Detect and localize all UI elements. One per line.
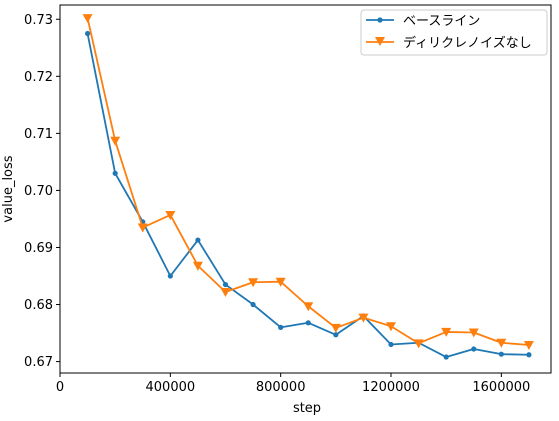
data-point	[222, 281, 229, 288]
y-tick-label: 0.72	[24, 70, 53, 85]
data-point	[278, 324, 284, 330]
data-point	[167, 273, 173, 279]
legend-label-baseline: ベースライン	[403, 14, 480, 29]
data-point	[137, 223, 148, 233]
x-axis-label: step	[293, 401, 321, 416]
data-point	[443, 354, 449, 360]
legend-marker-baseline	[377, 17, 383, 23]
data-point	[303, 302, 314, 312]
data-point	[84, 30, 91, 37]
data-point	[468, 328, 479, 338]
y-tick-label: 0.68	[24, 298, 53, 313]
data-point	[496, 338, 507, 348]
x-tick-label: 0	[56, 380, 64, 395]
data-point	[248, 278, 259, 288]
x-axis: 0 400000 800000 1200000 1600000	[56, 373, 530, 395]
y-tick-label: 0.73	[24, 13, 53, 28]
legend-box	[360, 9, 548, 56]
data-point	[498, 351, 504, 357]
x-tick-label: 800000	[256, 380, 306, 395]
data-point	[526, 352, 532, 358]
data-point	[441, 327, 452, 337]
legend-marker-no-dirichlet	[375, 37, 385, 46]
legend-label-no-dirichlet: ディリクレノイズなし	[403, 35, 532, 51]
data-point	[192, 261, 203, 271]
y-tick-label: 0.67	[24, 355, 53, 370]
data-point	[413, 339, 424, 349]
data-point	[523, 341, 534, 351]
data-point	[82, 14, 93, 24]
legend: ベースライン ディリクレノイズなし	[360, 9, 548, 56]
data-point	[275, 277, 286, 287]
x-tick-label: 1200000	[362, 380, 420, 395]
data-point	[333, 332, 339, 338]
data-point	[165, 210, 176, 220]
x-tick-label: 1600000	[472, 380, 530, 395]
data-point	[195, 237, 201, 243]
series-layer	[82, 14, 534, 360]
data-point	[471, 346, 477, 352]
data-point	[386, 322, 397, 332]
x-tick-label: 400000	[146, 380, 196, 395]
data-point	[250, 301, 256, 308]
data-point	[112, 170, 118, 176]
data-point	[330, 323, 341, 333]
plot-area	[59, 4, 552, 374]
y-tick-label: 0.69	[24, 241, 53, 256]
data-point	[110, 136, 121, 146]
y-tick-label: 0.70	[24, 184, 53, 199]
data-point	[388, 341, 394, 348]
y-tick-label: 0.71	[24, 127, 53, 142]
data-point	[305, 320, 311, 326]
y-axis: 0.67 0.68 0.69 0.70 0.71 0.72 0.73	[24, 13, 60, 370]
y-axis-label: value_loss	[1, 155, 16, 222]
data-point	[358, 313, 369, 323]
data-point	[220, 287, 231, 297]
